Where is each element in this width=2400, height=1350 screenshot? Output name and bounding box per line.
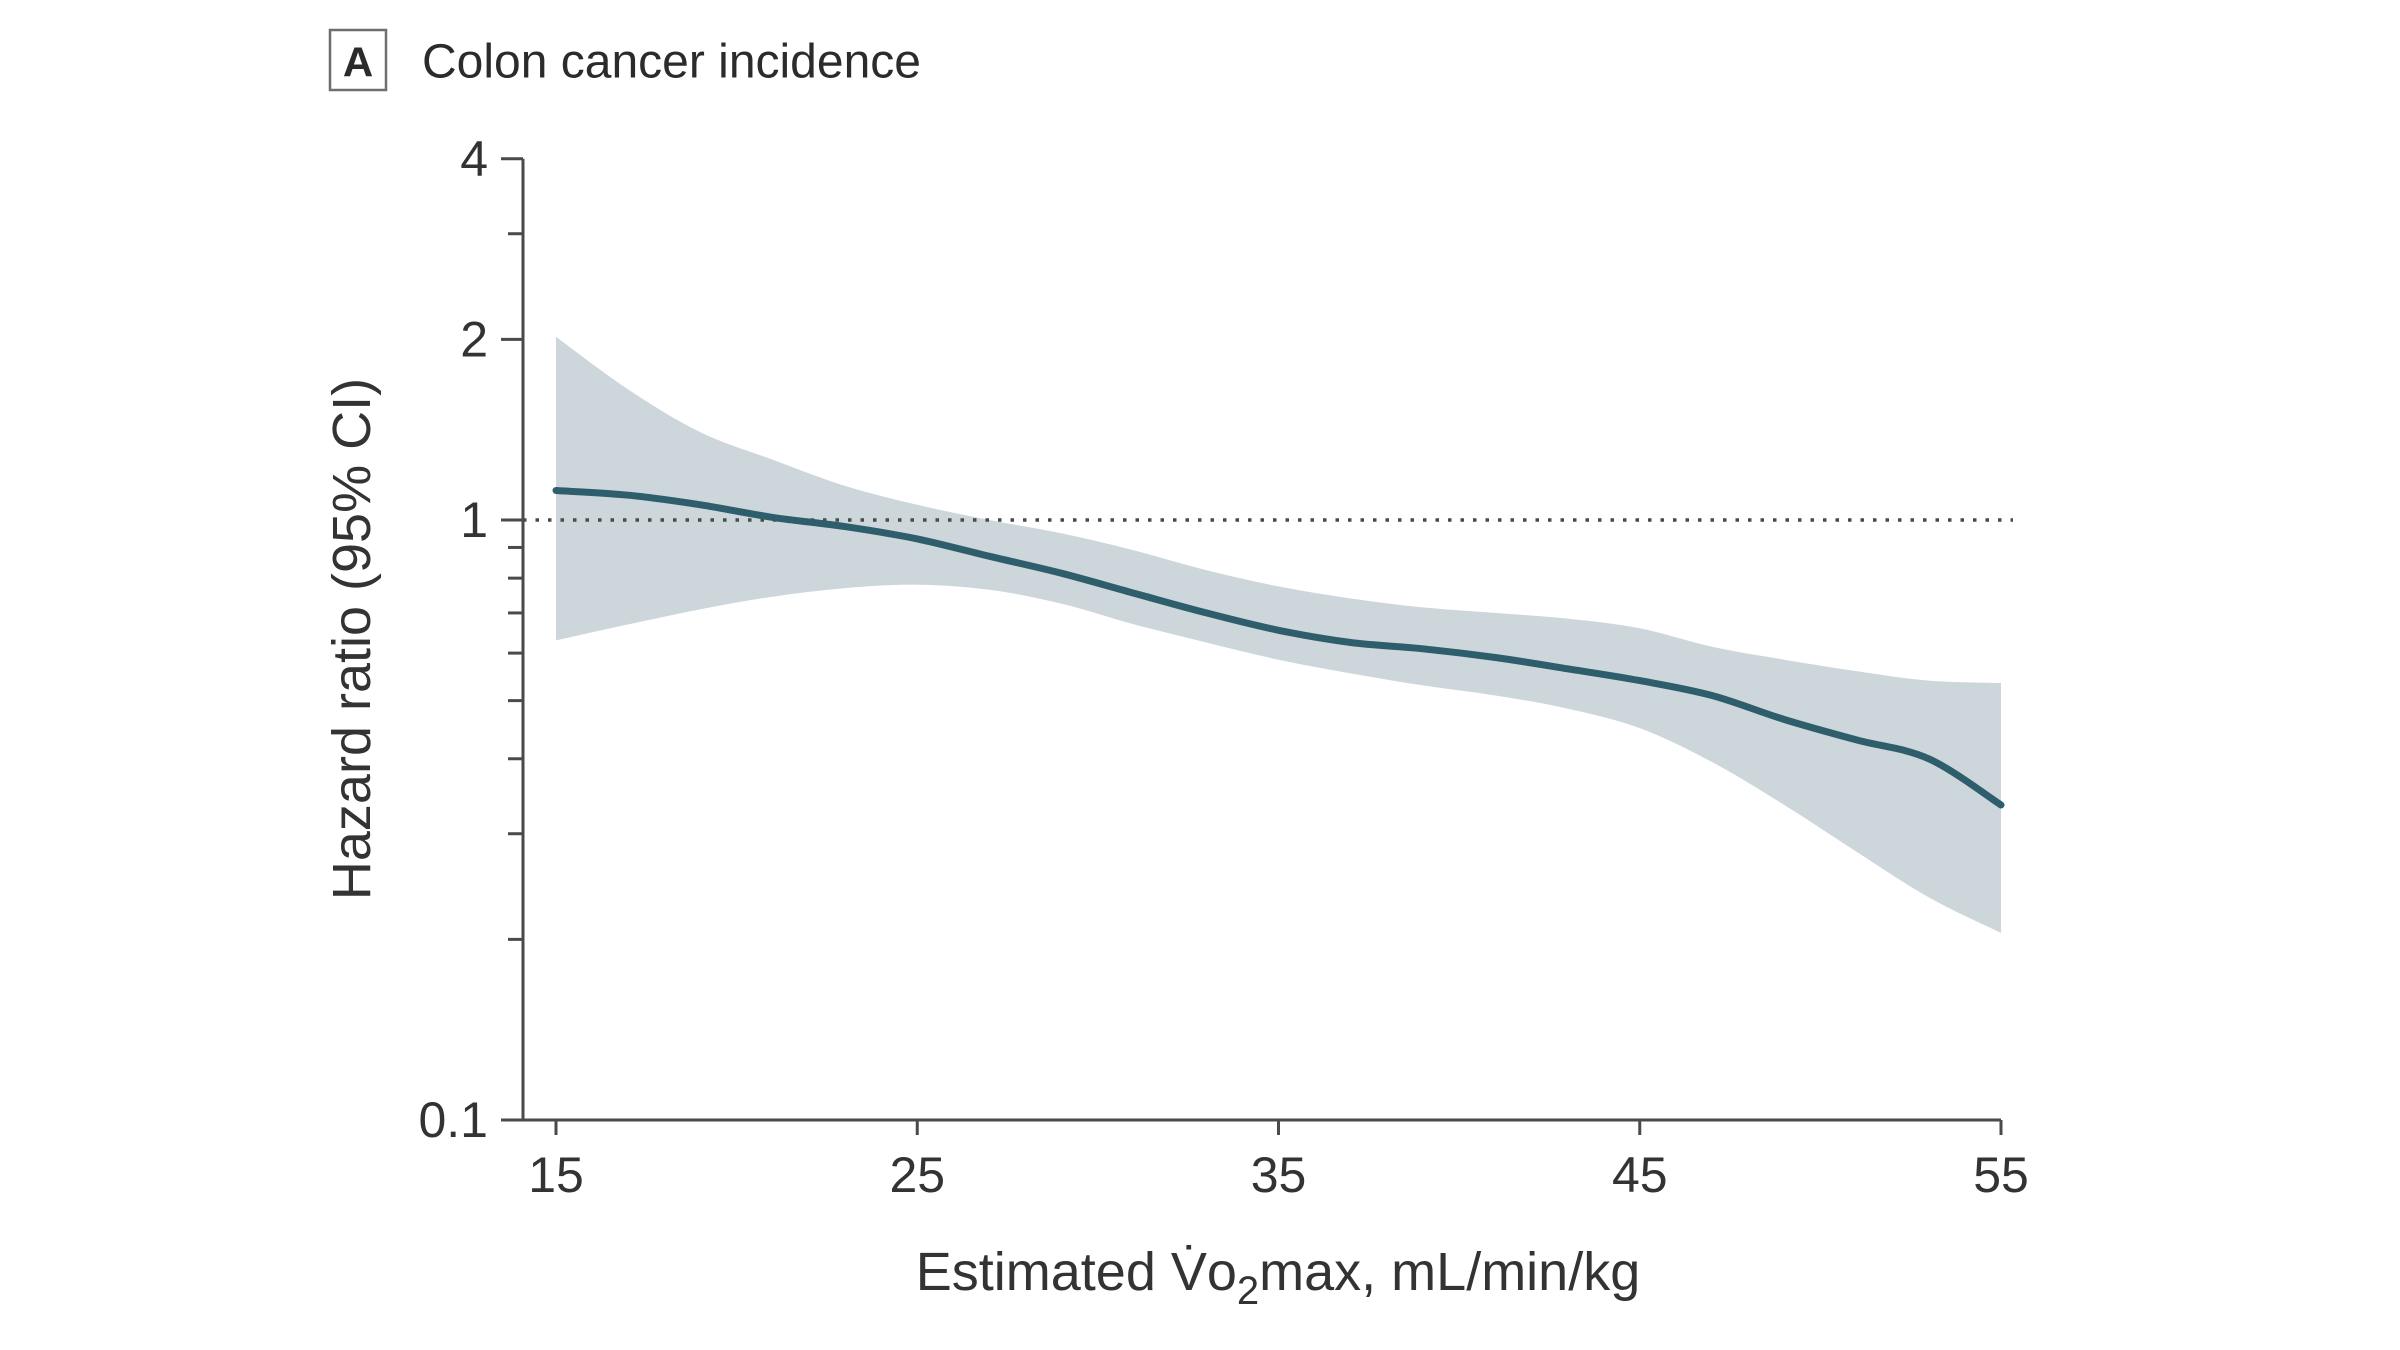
x-tick-label: 25 — [889, 1147, 945, 1203]
x-tick-label: 15 — [528, 1147, 584, 1203]
confidence-band — [556, 336, 2001, 933]
axis-ticks — [501, 157, 2003, 1135]
axis-tick-labels: 4 2 1 0.1 15 25 35 45 55 — [418, 131, 2028, 1203]
y-tick-label: 0.1 — [418, 1092, 488, 1148]
hazard-ratio-curve — [552, 487, 2005, 809]
x-axis-label-sub: 2 — [1237, 1269, 1259, 1313]
x-tick-label: 35 — [1251, 1147, 1307, 1203]
axes — [521, 158, 2001, 1122]
hazard-ratio-line — [552, 487, 2005, 809]
y-axis-label: Hazard ratio (95% CI) — [322, 378, 382, 900]
x-axis-label: Estimated V̇o2max, mL/min/kg — [916, 1242, 1641, 1313]
panel-label-box — [328, 28, 388, 92]
x-axis-label-pre: Estimated V̇o — [916, 1242, 1237, 1302]
panel-title: Colon cancer incidence — [422, 36, 921, 89]
panel-label: A — [343, 39, 373, 86]
x-tick-label: 45 — [1612, 1147, 1668, 1203]
x-tick-label: 55 — [1973, 1147, 2029, 1203]
y-tick-label: 2 — [460, 311, 488, 367]
y-tick-label: 4 — [460, 131, 488, 187]
x-axis-label-post: max, mL/min/kg — [1259, 1242, 1640, 1302]
confidence-band-area — [556, 336, 2001, 933]
y-tick-label: 1 — [460, 492, 488, 548]
